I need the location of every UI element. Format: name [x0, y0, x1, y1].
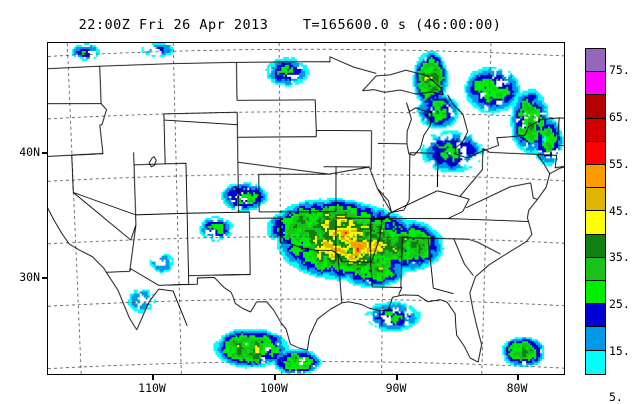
- colorbar-band-10: [586, 327, 605, 351]
- map-panel: [47, 42, 565, 375]
- colorbar-band-30: [586, 234, 605, 258]
- colorbar-label-75: 75.: [609, 63, 630, 78]
- y-tick-label-30N: 30N: [19, 270, 40, 284]
- colorbar-band-35: [586, 211, 605, 235]
- y-tick-label-40N: 40N: [19, 145, 40, 159]
- x-tick-label-110W: 110W: [138, 381, 166, 395]
- y-tick-mark: [42, 277, 47, 279]
- colorbar-band-55: [586, 118, 605, 142]
- colorbar-label-35: 35.: [609, 250, 630, 265]
- colorbar-band-45: [586, 165, 605, 189]
- colorbar-band-50: [586, 141, 605, 166]
- colorbar-label-15: 15.: [609, 343, 630, 358]
- colorbar-label-65: 65.: [609, 110, 630, 125]
- x-tick-mark: [152, 375, 154, 380]
- colorbar-band-40: [586, 188, 605, 212]
- colorbar-label-5: 5.: [609, 390, 623, 404]
- y-tick-mark: [42, 152, 47, 154]
- x-tick-mark: [274, 375, 276, 380]
- x-tick-label-80W: 80W: [506, 381, 528, 395]
- x-tick-mark: [396, 375, 398, 380]
- colorbar-band-20: [586, 281, 605, 305]
- colorbar-label-55: 55.: [609, 156, 630, 171]
- colorbar-label-25: 25.: [609, 296, 630, 311]
- colorbar: [585, 48, 606, 375]
- colorbar-band-15: [586, 304, 605, 328]
- colorbar-band-65: [586, 72, 605, 96]
- colorbar-label-45: 45.: [609, 203, 630, 218]
- reflectivity-field-canvas: [48, 43, 564, 374]
- colorbar-band-5: [586, 350, 605, 374]
- x-tick-label-90W: 90W: [385, 381, 407, 395]
- colorbar-band-25: [586, 257, 605, 282]
- plot-title: 22:00Z Fri 26 Apr 2013 T=165600.0 s (46:…: [78, 17, 502, 33]
- x-tick-label-100W: 100W: [260, 381, 288, 395]
- x-tick-mark: [517, 375, 519, 380]
- colorbar-band-60: [586, 95, 605, 119]
- colorbar-band-70: [586, 49, 605, 73]
